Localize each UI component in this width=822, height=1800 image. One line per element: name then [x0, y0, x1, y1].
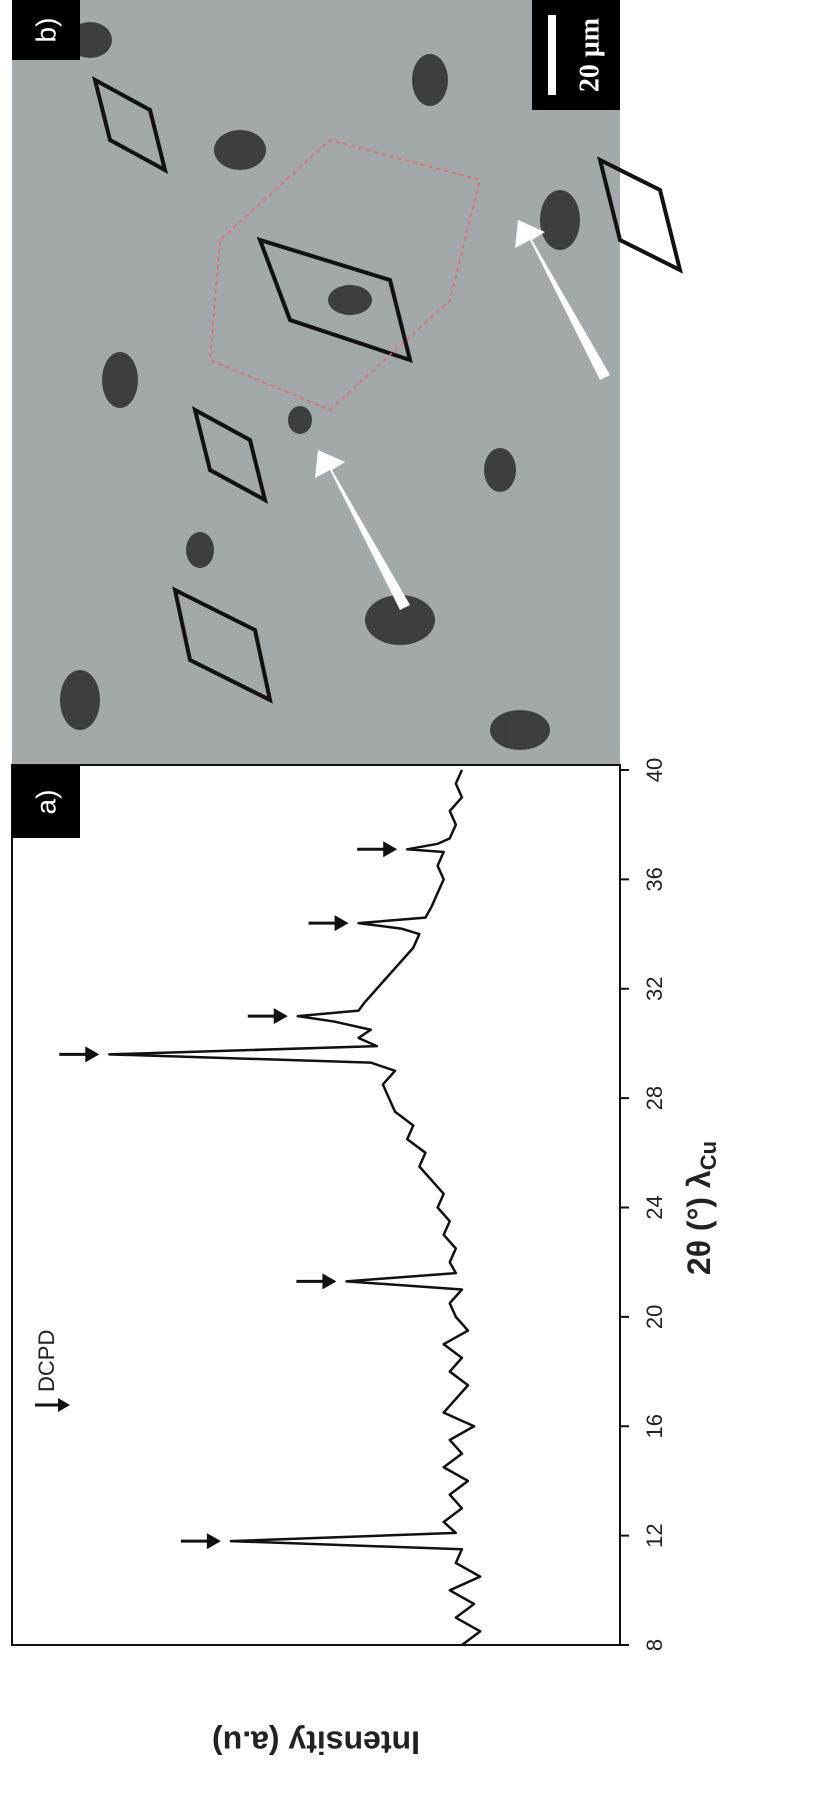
panel-label-box — [12, 0, 80, 60]
measure-lines — [209, 139, 481, 411]
peak-arrow — [334, 915, 349, 932]
peak-arrow — [273, 1008, 288, 1025]
peak-marker — [247, 1008, 288, 1025]
peak-marker — [180, 1533, 221, 1550]
x-axis-title: 2θ (°) λCu — [681, 1141, 720, 1275]
x-tick-label: 8 — [642, 1639, 667, 1651]
x-tick-label: 28 — [642, 1086, 667, 1110]
plot-frame — [11, 764, 621, 1646]
peak-marker — [308, 915, 349, 932]
y-axis-title: Intensity (a.u) — [212, 1725, 420, 1761]
legend-label: DCPD — [34, 1330, 59, 1392]
crystals — [91, 76, 683, 704]
rotated-figure: b) 20 μm a) DCPD 2θ (°) λCu Intensity (a… — [11, 0, 721, 1761]
x-tick-label: 12 — [642, 1523, 667, 1547]
peak-arrow — [85, 1046, 100, 1063]
panel-label: b) — [30, 18, 61, 43]
peak-arrow — [322, 1273, 337, 1290]
panel-label: a) — [30, 790, 61, 815]
particles — [60, 22, 580, 750]
x-axis-title-main: 2θ (°) λ — [681, 1170, 717, 1275]
white-arrows — [315, 220, 610, 610]
panel-label-box — [12, 765, 80, 838]
x-tick-label: 16 — [642, 1414, 667, 1438]
peak-marker — [357, 841, 398, 858]
micrograph-background — [12, 0, 620, 765]
scale-bar-label: 20 μm — [574, 18, 605, 92]
x-tick-label: 32 — [642, 977, 667, 1001]
x-tick-label: 24 — [642, 1195, 667, 1219]
peak-marker — [296, 1273, 337, 1290]
peak-arrow — [383, 841, 398, 858]
peak-marker — [59, 1046, 100, 1063]
legend-arrowhead — [58, 1398, 70, 1412]
x-tick-label: 20 — [642, 1305, 667, 1329]
peak-arrow — [206, 1533, 221, 1550]
micrograph: b) 20 μm — [12, 0, 683, 765]
data-line — [108, 769, 482, 1647]
x-tick-label: 36 — [642, 867, 667, 891]
x-axis-title-sub: Cu — [696, 1141, 721, 1170]
x-tick-label: 40 — [642, 758, 667, 782]
